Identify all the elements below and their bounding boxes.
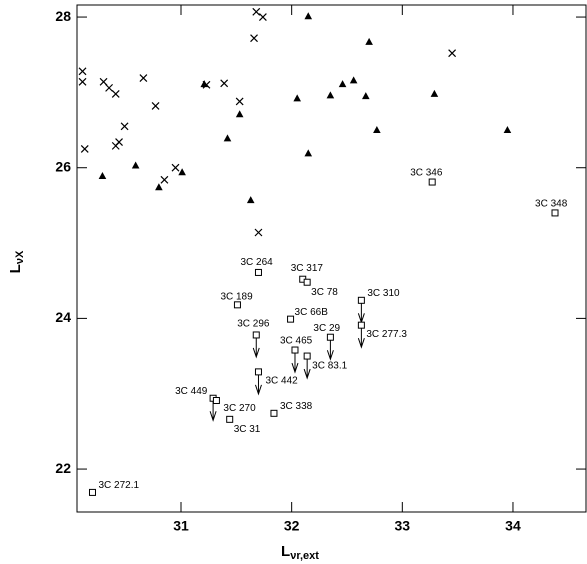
point-label: 3C 442 [265, 376, 298, 387]
square-point [254, 368, 262, 376]
x-axis-label: Lνr,ext [281, 543, 319, 562]
y-tick-label: 26 [55, 158, 71, 174]
triangle-point [98, 172, 107, 180]
triangle-point [373, 126, 381, 134]
point-label: 3C 348 [535, 199, 568, 210]
square-point [226, 415, 234, 423]
square-point [287, 315, 295, 323]
cross-point [80, 144, 89, 153]
square-point [357, 321, 365, 329]
point-label: 3C 31 [234, 424, 261, 435]
y-label-main: L [7, 264, 24, 273]
triangle-point [326, 91, 335, 99]
y-axis-label: LνX [7, 250, 26, 273]
upper-limit-arrow [357, 328, 365, 349]
cross-point [220, 79, 229, 88]
square-point [326, 333, 334, 341]
square-point [270, 409, 278, 417]
square-point [551, 209, 559, 217]
upper-limit-arrow [291, 353, 299, 374]
upper-limit-arrow [357, 303, 365, 324]
square-point [254, 268, 262, 276]
square-point [212, 397, 220, 405]
cross-point [448, 49, 457, 58]
cross-point [120, 122, 129, 131]
point-label: 3C 29 [313, 323, 340, 334]
point-label: 3C 66B [295, 307, 329, 318]
triangle-point [246, 196, 255, 204]
triangle-point [349, 76, 358, 84]
cross-point [78, 77, 87, 86]
cross-point [160, 175, 169, 184]
point-label: 3C 317 [291, 263, 324, 274]
square-point [252, 331, 260, 339]
square-point [303, 278, 311, 286]
square-point [233, 301, 241, 309]
x-label-sub: νr,ext [290, 550, 319, 562]
point-label: 3C 449 [175, 386, 208, 397]
cross-point [111, 89, 120, 98]
cross-point [252, 7, 261, 16]
point-label: 3C 338 [280, 401, 313, 412]
square-point [291, 346, 299, 354]
point-label: 3C 346 [410, 168, 443, 179]
x-label-main: L [281, 543, 290, 560]
y-tick-label: 24 [55, 309, 71, 325]
triangle-point [178, 168, 186, 176]
point-label: 3C 465 [280, 336, 313, 347]
cross-point [115, 138, 123, 147]
y-label-sub: νX [14, 250, 26, 264]
triangle-point [430, 89, 439, 97]
triangle-point [235, 110, 244, 118]
triangle-point [131, 161, 140, 169]
square-point [88, 488, 96, 496]
triangle-point [362, 92, 370, 100]
point-label: 3C 189 [220, 291, 253, 302]
upper-limit-arrow [326, 340, 334, 361]
triangle-point [503, 126, 512, 134]
square-point [303, 352, 311, 360]
triangle-point [338, 80, 347, 88]
triangle-point [155, 183, 163, 191]
cross-point [105, 83, 114, 92]
square-point [357, 296, 365, 304]
point-label: 3C 270 [223, 403, 256, 414]
x-tick-label: 32 [284, 518, 300, 534]
x-tick-label: 34 [505, 518, 521, 534]
point-label: 3C 78 [311, 287, 338, 298]
point-label: 3C 272.1 [98, 480, 139, 491]
square-point [428, 178, 436, 186]
cross-point [78, 67, 87, 76]
upper-limit-arrow [252, 337, 260, 359]
triangle-point [304, 12, 313, 20]
cross-point [254, 228, 263, 237]
point-label: 3C 83.1 [312, 361, 347, 372]
y-tick-label: 22 [55, 460, 71, 476]
cross-point [235, 97, 244, 106]
cross-point [139, 74, 148, 82]
point-label: 3C 296 [237, 319, 270, 330]
point-label: 3C 264 [240, 257, 273, 268]
triangle-point [365, 37, 373, 45]
point-label: 3C 277.3 [366, 329, 407, 340]
triangle-point [223, 134, 232, 142]
y-tick-label: 28 [55, 8, 71, 24]
cross-point [151, 102, 160, 110]
upper-limit-arrow [209, 401, 217, 422]
triangle-point [304, 149, 313, 157]
triangle-point [200, 80, 209, 88]
cross-point [250, 34, 258, 43]
plot-frame [76, 4, 587, 513]
upper-limit-arrow [303, 359, 311, 380]
x-tick-label: 31 [173, 518, 189, 534]
cross-point [171, 163, 180, 172]
x-tick-label: 33 [395, 518, 411, 534]
point-label: 3C 310 [367, 288, 400, 299]
triangle-point [293, 94, 301, 102]
upper-limit-arrow [254, 374, 262, 396]
cross-point [258, 13, 267, 21]
